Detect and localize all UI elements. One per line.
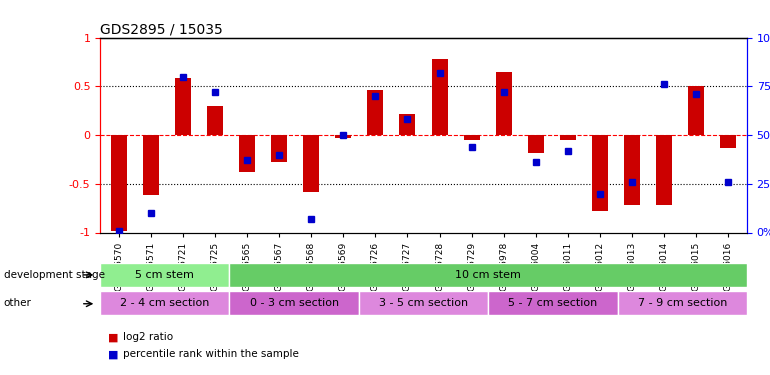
Bar	[591, 135, 608, 211]
Bar	[464, 135, 480, 140]
Text: 5 - 7 cm section: 5 - 7 cm section	[508, 298, 598, 308]
Text: 10 cm stem: 10 cm stem	[455, 270, 521, 280]
FancyBboxPatch shape	[618, 291, 747, 315]
Bar	[655, 135, 671, 205]
FancyBboxPatch shape	[229, 262, 747, 287]
FancyBboxPatch shape	[100, 291, 229, 315]
Bar	[688, 86, 704, 135]
Bar	[143, 135, 159, 195]
Bar	[527, 135, 544, 153]
Bar	[560, 135, 576, 140]
Bar	[271, 135, 287, 162]
Bar	[400, 114, 416, 135]
Bar	[336, 135, 351, 138]
Bar	[176, 78, 192, 135]
Text: 3 - 5 cm section: 3 - 5 cm section	[379, 298, 468, 308]
Text: ■: ■	[108, 350, 119, 359]
Bar	[720, 135, 735, 148]
FancyBboxPatch shape	[488, 291, 618, 315]
Bar	[496, 72, 511, 135]
Text: ■: ■	[108, 333, 119, 342]
Text: GDS2895 / 15035: GDS2895 / 15035	[100, 22, 223, 36]
Text: 2 - 4 cm section: 2 - 4 cm section	[120, 298, 209, 308]
Bar	[303, 135, 320, 192]
FancyBboxPatch shape	[229, 291, 359, 315]
Bar	[431, 59, 447, 135]
Text: development stage: development stage	[4, 270, 105, 279]
Bar	[112, 135, 127, 231]
Text: 0 - 3 cm section: 0 - 3 cm section	[249, 298, 339, 308]
Bar	[207, 106, 223, 135]
Bar	[624, 135, 640, 205]
Text: log2 ratio: log2 ratio	[123, 333, 173, 342]
Text: other: other	[4, 298, 32, 308]
Bar	[367, 90, 383, 135]
Bar	[239, 135, 256, 172]
FancyBboxPatch shape	[100, 262, 229, 287]
Text: percentile rank within the sample: percentile rank within the sample	[123, 350, 299, 359]
FancyBboxPatch shape	[359, 291, 488, 315]
Text: 7 - 9 cm section: 7 - 9 cm section	[638, 298, 727, 308]
Text: 5 cm stem: 5 cm stem	[136, 270, 194, 280]
